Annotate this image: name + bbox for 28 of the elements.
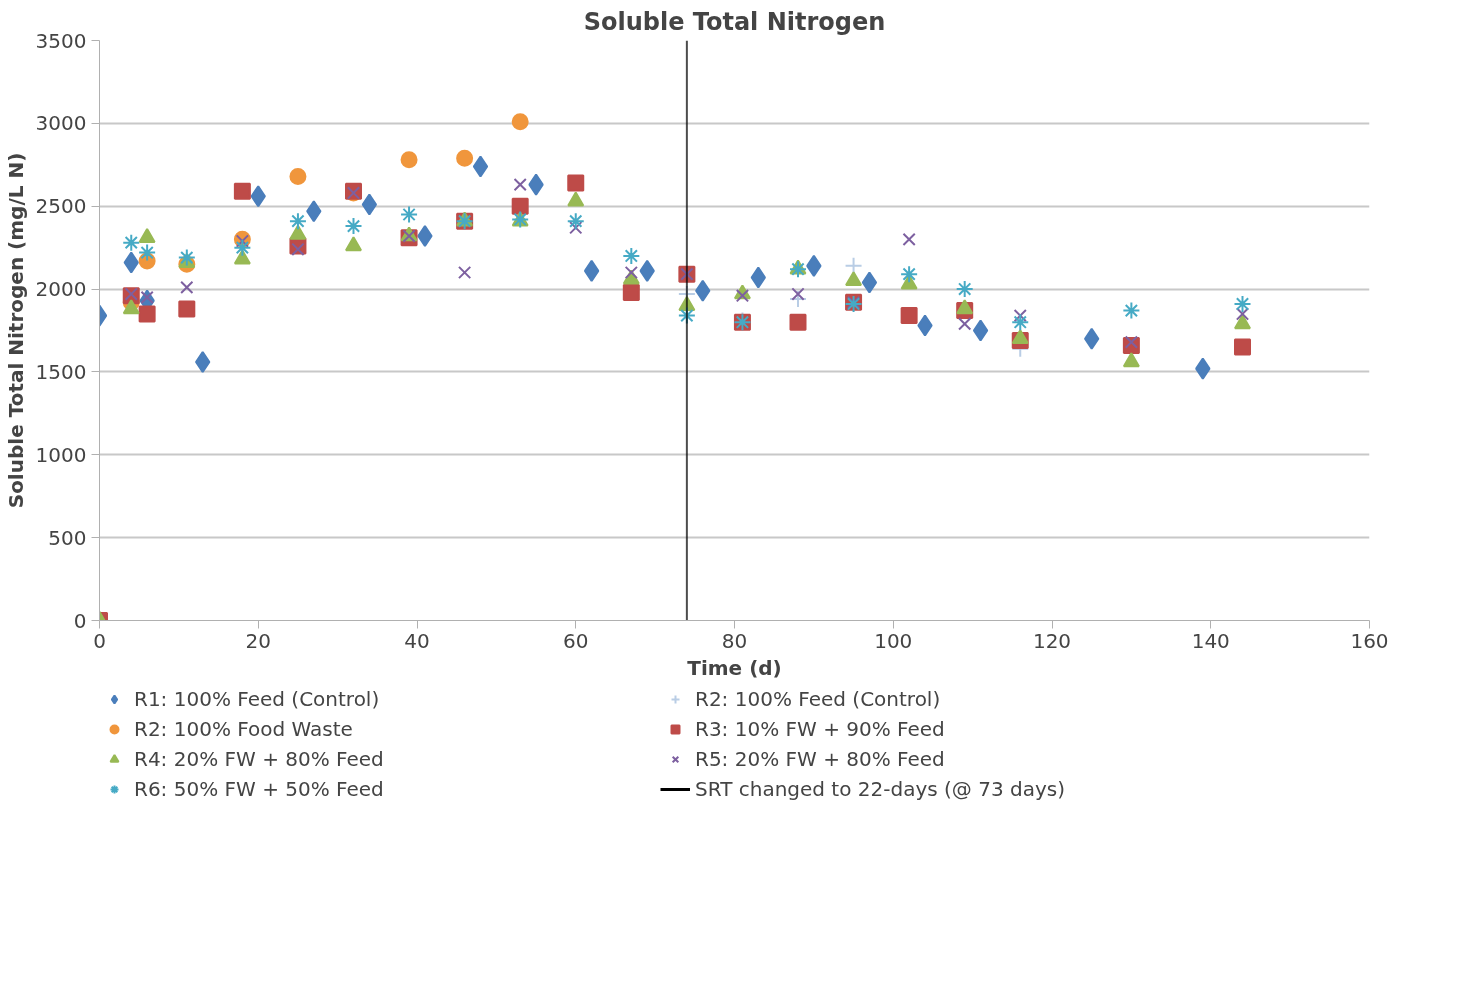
chart-title: Soluble Total Nitrogen (583, 7, 886, 36)
x-tick-label: 40 (404, 628, 430, 653)
legend-label: R2: 100% Food Waste (134, 717, 354, 741)
x-tick-label: 60 (563, 628, 589, 653)
legend-label: R2: 100% Feed (Control) (695, 687, 942, 711)
x-tick-label: 20 (245, 628, 271, 653)
y-tick-label: 500 (48, 525, 87, 550)
x-tick-label: 80 (721, 628, 748, 653)
legend-label: R1: 100% Feed (Control) (134, 687, 381, 711)
x-tick-label: 160 (1350, 628, 1389, 653)
y-tick-label: 2500 (35, 194, 87, 219)
x-tick-label: 100 (874, 628, 913, 653)
legend-label: R4: 20% FW + 80% Feed (134, 747, 385, 771)
x-axis-title: Time (d) (687, 655, 782, 680)
y-axis-title: Soluble Total Nitrogen (mg/L N) (3, 152, 28, 509)
legend-label: R5: 20% FW + 80% Feed (695, 747, 946, 771)
legend-label: R6: 50% FW + 50% Feed (134, 777, 385, 801)
x-tick-label: 140 (1191, 628, 1230, 653)
y-tick-label: 2000 (35, 277, 87, 302)
legend-label: SRT changed to 22-days (@ 73 days) (695, 777, 1066, 801)
x-tick-label: 0 (93, 628, 106, 653)
y-tick-label: 0 (73, 608, 87, 633)
y-tick-label: 3000 (35, 111, 87, 136)
legend-label: R3: 10% FW + 90% Feed (695, 717, 946, 741)
y-tick-label: 3500 (35, 28, 87, 53)
x-tick-label: 120 (1032, 628, 1072, 653)
y-tick-label: 1500 (35, 359, 87, 384)
y-tick-label: 1000 (35, 442, 87, 467)
